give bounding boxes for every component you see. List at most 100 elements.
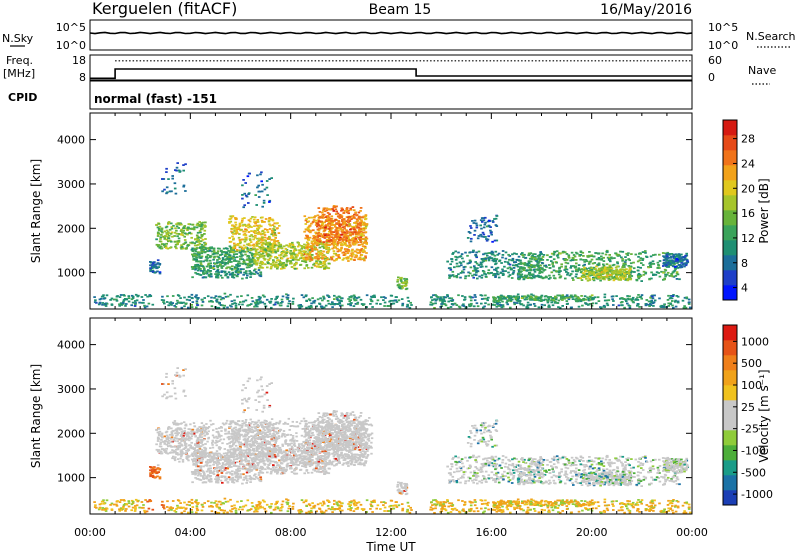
power-cell [269, 247, 272, 249]
velocity-cell [231, 473, 234, 475]
velocity-cell [170, 438, 173, 440]
power-cell [510, 299, 513, 301]
power-cell [141, 296, 144, 298]
velocity-cell [165, 448, 168, 450]
power-cell [630, 253, 633, 255]
power-cell [626, 303, 629, 305]
power-cell [268, 236, 271, 238]
power-cell [203, 297, 206, 299]
power-cell [349, 234, 352, 236]
power-cell [113, 299, 116, 301]
power-cell [245, 195, 248, 197]
power-cell [407, 297, 410, 299]
power-cell [588, 271, 591, 273]
power-cell [191, 242, 194, 244]
power-cell [669, 261, 672, 263]
power-cell [229, 258, 232, 260]
colorbar-swatch [723, 270, 737, 285]
power-cell [598, 262, 601, 264]
power-cell [202, 265, 205, 267]
power-cell [231, 236, 234, 238]
power-cell [256, 174, 259, 176]
power-cell [353, 227, 356, 229]
power-cell [184, 190, 187, 192]
power-cell [184, 163, 187, 165]
power-cell [580, 254, 583, 256]
power-cell [448, 277, 451, 279]
power-cell [306, 259, 309, 261]
power-cell [136, 296, 139, 298]
power-cell [233, 274, 236, 276]
velocity-cell [157, 437, 160, 439]
power-cell [317, 224, 320, 226]
power-cell [654, 254, 657, 256]
power-cell [302, 257, 305, 259]
power-cell [632, 301, 635, 303]
power-cell [236, 256, 239, 258]
power-cell [602, 267, 605, 269]
power-cell [262, 247, 265, 249]
power-cell [580, 258, 583, 260]
power-cell [122, 302, 125, 304]
power-cell [583, 264, 586, 266]
power-cell [588, 267, 591, 269]
power-cell [238, 237, 241, 239]
power-cell [553, 275, 556, 277]
power-cell [169, 229, 172, 231]
power-cell [353, 216, 356, 218]
power-cell [325, 305, 328, 307]
power-cell [500, 304, 503, 306]
power-cell [556, 255, 559, 257]
power-cell [637, 266, 640, 268]
power-cell [317, 215, 320, 217]
power-cell [640, 262, 643, 264]
power-cell [132, 302, 135, 304]
power-cell [523, 269, 526, 271]
power-cell [275, 297, 278, 299]
power-cell [398, 284, 401, 286]
power-cell [477, 305, 480, 307]
velocity-cell [176, 440, 179, 442]
power-cell [165, 168, 168, 170]
power-cell [270, 301, 273, 303]
velocity-cell [165, 452, 168, 454]
power-cell [677, 267, 680, 269]
power-cell [473, 234, 476, 236]
power-cell [227, 263, 230, 265]
power-cell [623, 273, 626, 275]
power-cell [305, 218, 308, 220]
power-cell [570, 265, 573, 267]
velocity-cell [231, 470, 234, 472]
power-cell [588, 255, 591, 257]
power-cell [206, 266, 209, 268]
power-cell [266, 299, 269, 301]
power-cell [481, 277, 484, 279]
power-cell [161, 178, 164, 180]
power-cell [638, 273, 641, 275]
power-cell [591, 255, 594, 257]
power-cell [615, 274, 618, 276]
power-cell [235, 305, 238, 307]
power-cell [248, 273, 251, 275]
power-cell [206, 259, 209, 261]
power-cell [157, 235, 160, 237]
power-cell [470, 241, 473, 243]
power-cell [604, 300, 607, 302]
power-cell [277, 249, 280, 251]
power-cell [663, 304, 666, 306]
power-cell [192, 301, 195, 303]
power-cell [500, 272, 503, 274]
power-cell [235, 231, 238, 233]
velocity-cell [191, 433, 194, 435]
power-cell [327, 300, 330, 302]
power-cell [191, 294, 194, 296]
power-cell [488, 269, 491, 271]
power-cell [250, 241, 253, 243]
power-cell [613, 273, 616, 275]
power-cell [242, 268, 245, 270]
power-cell [242, 263, 245, 265]
power-cell [271, 230, 274, 232]
power-cell [134, 300, 137, 302]
power-cell [178, 238, 181, 240]
power-cell [591, 259, 594, 261]
